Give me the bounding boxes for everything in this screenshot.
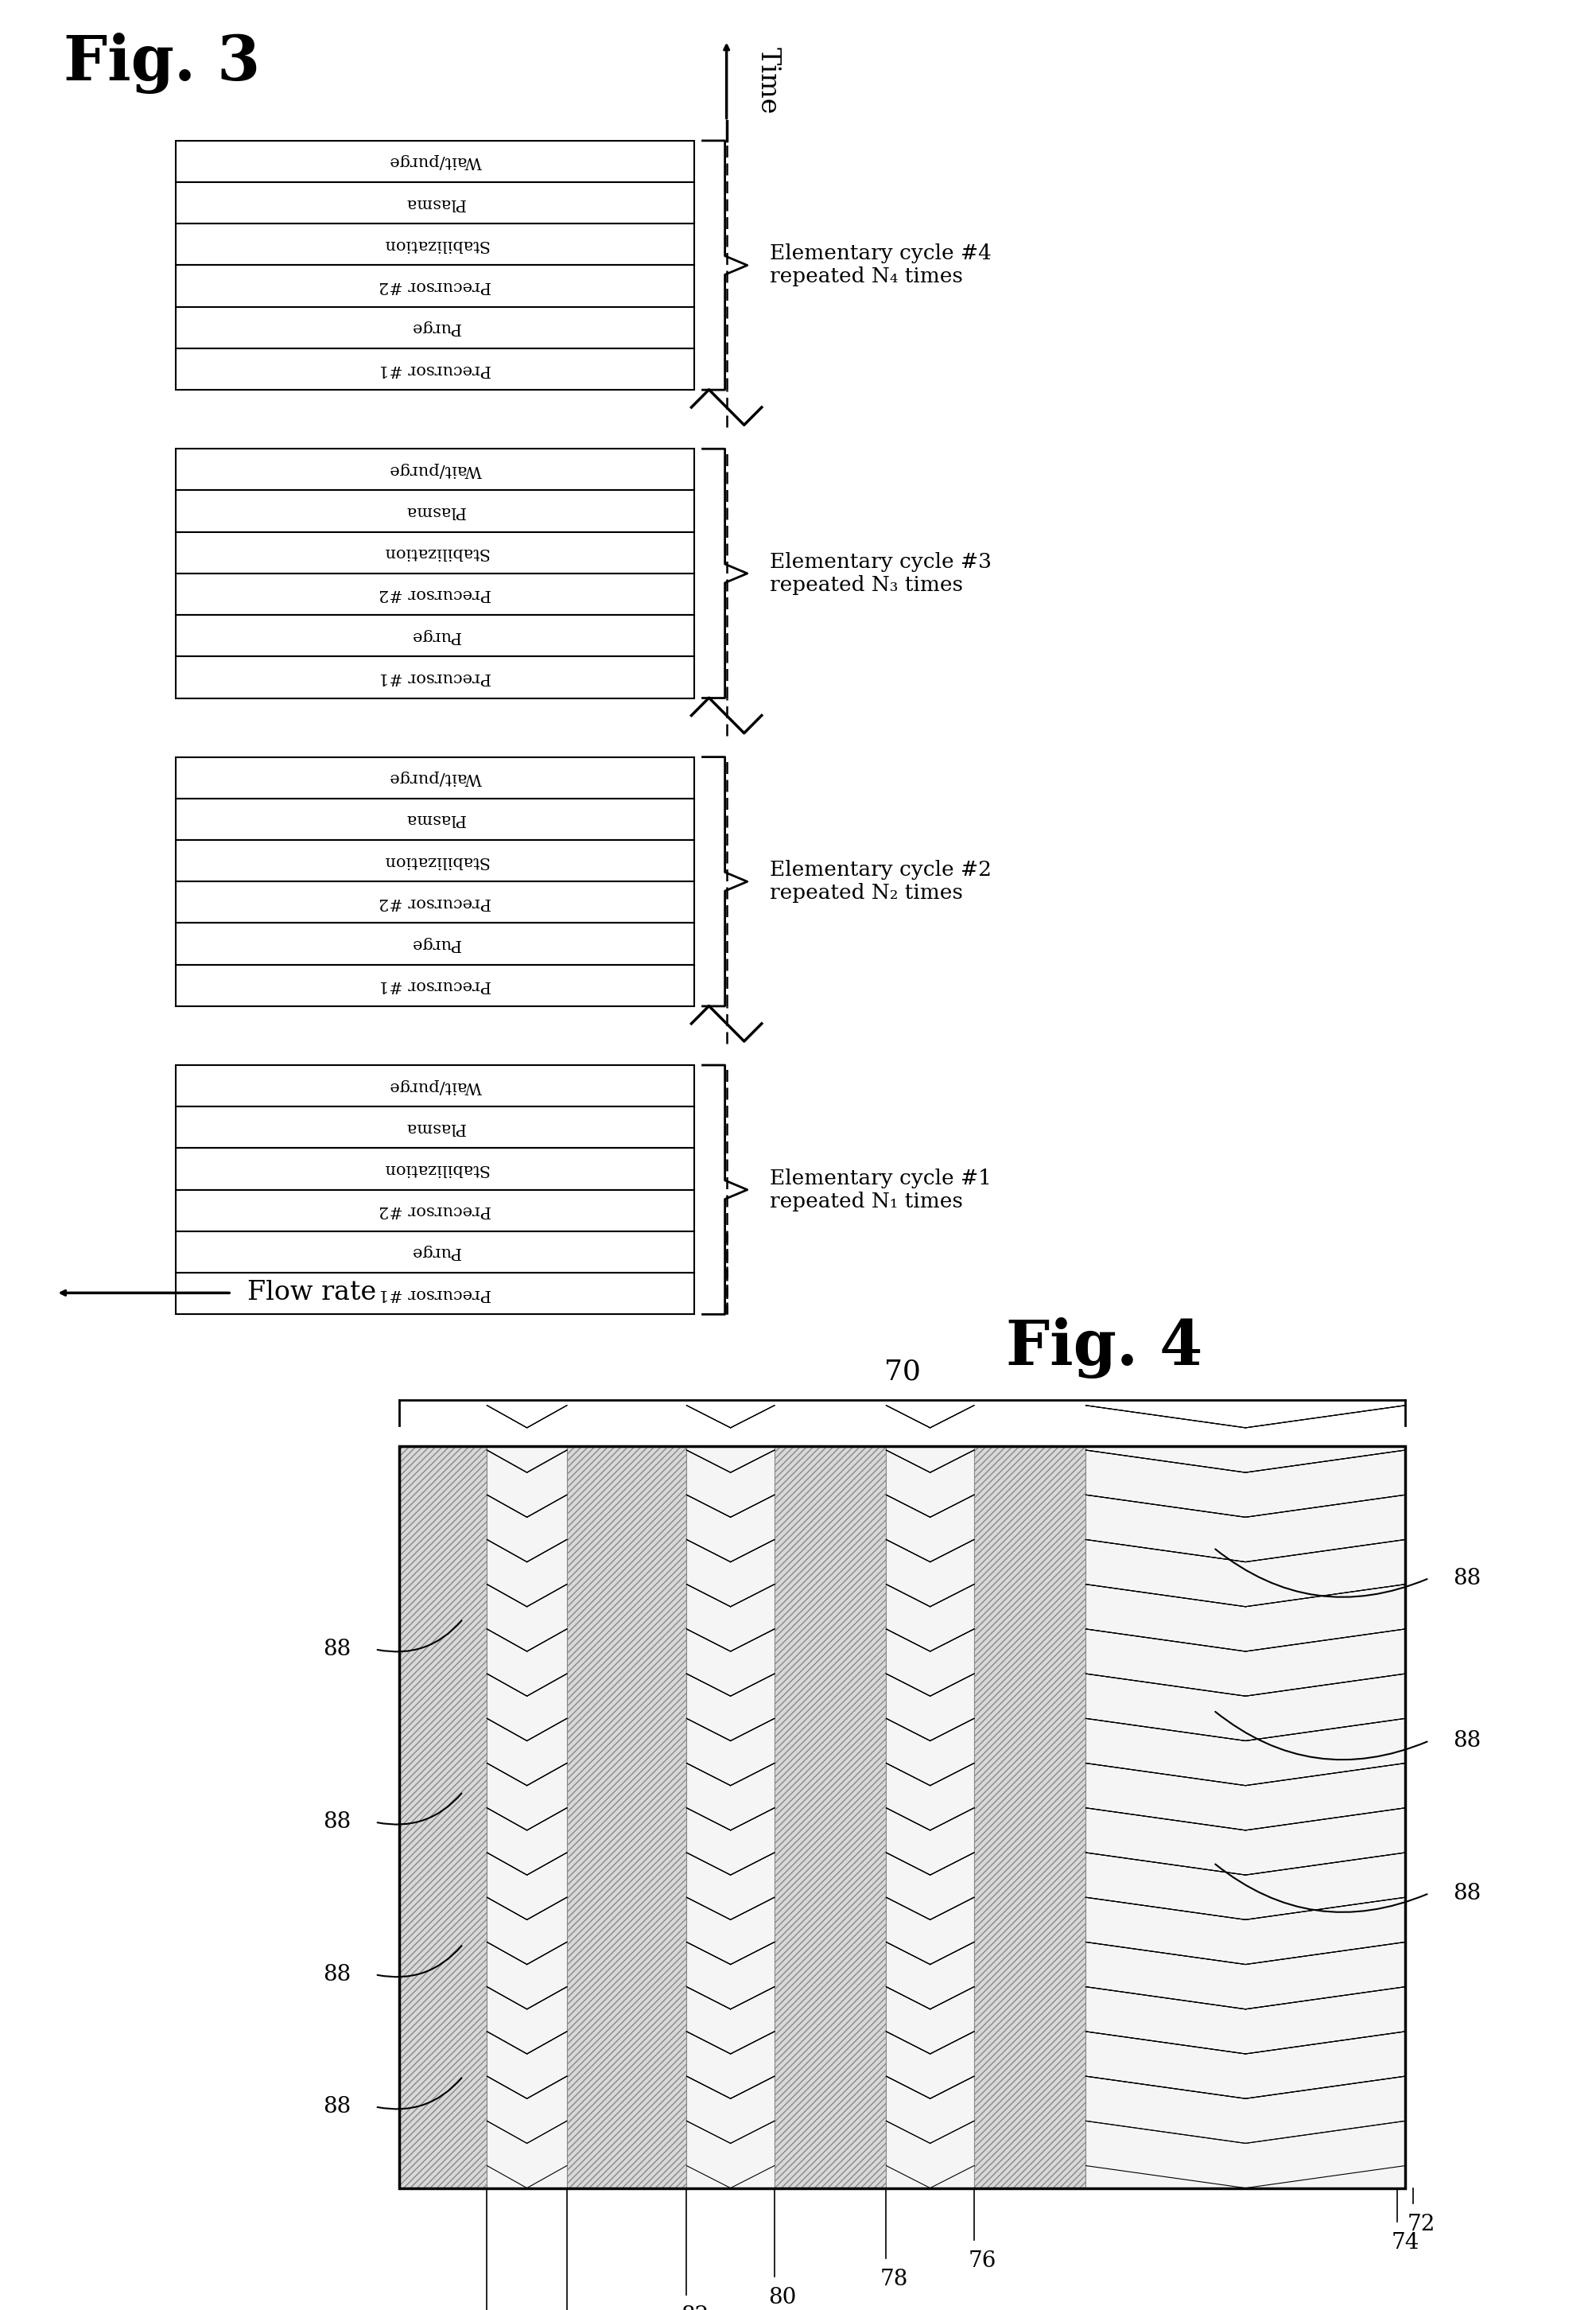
Text: 74: 74 [1390, 2231, 1419, 2252]
Text: Stabilization: Stabilization [381, 1162, 488, 1176]
Text: Elementary cycle #4
repeated N₄ times: Elementary cycle #4 repeated N₄ times [769, 245, 991, 286]
Text: Stabilization: Stabilization [381, 238, 488, 252]
Text: Precursor #1: Precursor #1 [378, 1287, 492, 1301]
Text: 76: 76 [967, 2250, 996, 2271]
Text: Precursor #1: Precursor #1 [378, 363, 492, 377]
Bar [176, 182, 694, 224]
Bar [567, 1446, 686, 2188]
Text: 88: 88 [322, 2095, 351, 2118]
Text: Fig. 4: Fig. 4 [1005, 1317, 1202, 1379]
Bar [176, 531, 694, 573]
Bar [774, 1446, 886, 2188]
Text: Precursor #1: Precursor #1 [378, 670, 492, 684]
Text: 80: 80 [768, 2287, 796, 2308]
Bar [176, 490, 694, 531]
Bar [176, 349, 694, 390]
Text: Fig. 3: Fig. 3 [64, 32, 260, 95]
Bar [176, 799, 694, 841]
Text: Precursor #2: Precursor #2 [378, 587, 492, 603]
Bar [176, 966, 694, 1007]
Text: 88: 88 [1452, 1568, 1481, 1589]
Bar [886, 1446, 974, 2188]
Text: Purge: Purge [410, 936, 460, 952]
Bar [176, 141, 694, 182]
Bar [176, 1148, 694, 1190]
Text: Purge: Purge [410, 321, 460, 335]
Text: Wait/purge: Wait/purge [388, 462, 482, 478]
Text: 88: 88 [1452, 1730, 1481, 1751]
Text: Plasma: Plasma [405, 504, 464, 520]
Bar [176, 1065, 694, 1106]
Bar [176, 1190, 694, 1231]
Text: Stabilization: Stabilization [381, 545, 488, 561]
Bar [176, 266, 694, 307]
Bar [686, 1446, 774, 2188]
Bar [176, 882, 694, 924]
Text: 72: 72 [1406, 2213, 1435, 2234]
Text: Wait/purge: Wait/purge [388, 769, 482, 785]
Text: Elementary cycle #2
repeated N₂ times: Elementary cycle #2 repeated N₂ times [769, 859, 991, 903]
Text: 82: 82 [680, 2305, 709, 2310]
Text: Purge: Purge [410, 1245, 460, 1259]
Bar [399, 1446, 487, 2188]
Text: Elementary cycle #1
repeated N₁ times: Elementary cycle #1 repeated N₁ times [769, 1169, 991, 1210]
Text: 88: 88 [322, 1638, 351, 1661]
Text: Plasma: Plasma [405, 811, 464, 827]
Bar [176, 1273, 694, 1314]
Text: 78: 78 [879, 2268, 908, 2289]
Bar [399, 1446, 1404, 2188]
Bar [176, 573, 694, 614]
Text: Precursor #1: Precursor #1 [378, 977, 492, 993]
Bar [176, 656, 694, 698]
Text: Plasma: Plasma [405, 1120, 464, 1134]
Bar [176, 1106, 694, 1148]
Text: 88: 88 [1452, 1883, 1481, 1903]
Text: Precursor #2: Precursor #2 [378, 1204, 492, 1217]
Text: Time: Time [755, 46, 780, 113]
Text: Precursor #2: Precursor #2 [378, 280, 492, 293]
Text: Plasma: Plasma [405, 196, 464, 210]
Bar [176, 448, 694, 490]
Bar [1085, 1446, 1404, 2188]
Text: 88: 88 [322, 1811, 351, 1832]
Bar [176, 307, 694, 349]
Bar [176, 924, 694, 966]
Text: Wait/purge: Wait/purge [388, 155, 482, 169]
Text: Stabilization: Stabilization [381, 852, 488, 869]
Text: Flow rate: Flow rate [247, 1280, 377, 1305]
Text: 70: 70 [884, 1358, 919, 1386]
Text: Elementary cycle #3
repeated N₃ times: Elementary cycle #3 repeated N₃ times [769, 552, 991, 596]
Text: Purge: Purge [410, 628, 460, 642]
Text: Precursor #2: Precursor #2 [378, 894, 492, 910]
Bar [176, 758, 694, 799]
Text: Wait/purge: Wait/purge [388, 1079, 482, 1093]
Bar [176, 841, 694, 882]
Bar [176, 224, 694, 266]
Bar [176, 1231, 694, 1273]
Bar [487, 1446, 567, 2188]
Text: 88: 88 [322, 1964, 351, 1984]
Bar [176, 614, 694, 656]
Bar [974, 1446, 1085, 2188]
